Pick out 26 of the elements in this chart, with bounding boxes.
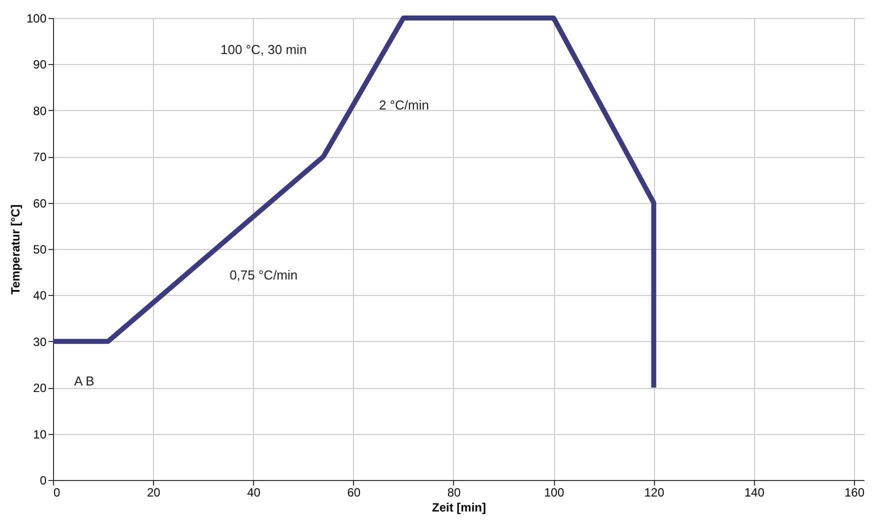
y-tick-label: 0 (40, 474, 47, 488)
y-tick-label: 10 (33, 427, 47, 442)
x-tick-label: 60 (347, 486, 361, 500)
x-tick-label: 120 (644, 486, 665, 500)
y-tick-label: 80 (33, 104, 47, 118)
x-tick-label: 0 (54, 486, 60, 500)
x-tick-label: 140 (744, 486, 765, 500)
annotation: 0,75 °C/min (230, 268, 298, 283)
x-tick-label: 160 (844, 486, 865, 500)
x-tick-label: 20 (146, 486, 161, 500)
y-tick-label: 20 (33, 381, 47, 396)
annotation: 100 °C, 30 min (220, 42, 307, 58)
x-axis-title: Zeit [min] (432, 500, 486, 514)
y-tick-label: 30 (33, 334, 47, 349)
x-tick-label: 40 (247, 486, 261, 500)
x-tick-label: 80 (447, 486, 461, 500)
y-tick-label: 50 (33, 242, 47, 256)
y-tick-label: 100 (26, 12, 47, 26)
y-tick-label: 40 (33, 288, 47, 303)
y-tick-label: 60 (33, 196, 47, 210)
annotation: A B (74, 373, 94, 388)
y-tick-label: 90 (33, 58, 47, 72)
x-tick-label: 100 (544, 486, 564, 500)
y-axis-title: Temperatur [°C] (8, 204, 22, 294)
y-tick-label: 70 (33, 150, 47, 164)
annotation: 2 °C/min (379, 97, 429, 112)
